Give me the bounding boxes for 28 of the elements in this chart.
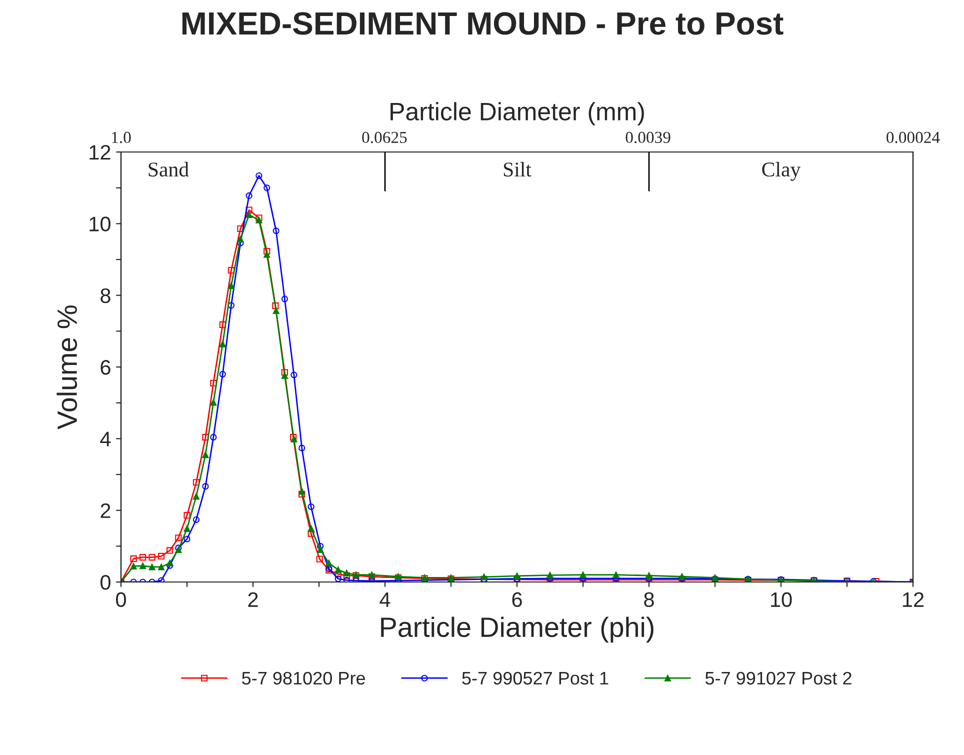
legend-label: 5-7 981020 Pre: [242, 672, 365, 685]
x-tick-label: 10: [771, 592, 792, 608]
x-tick-label: 12: [903, 592, 924, 607]
x2-tick-label: 1.0: [112, 132, 131, 144]
y-axis-title: Volume %: [56, 305, 78, 430]
x-axis-title: Particle Diameter (phi): [381, 616, 654, 643]
y-tick-label: 4: [100, 432, 111, 446]
x-tick-label: 0: [116, 592, 126, 608]
x-tick-label: 8: [644, 592, 654, 608]
legend-label: 5-7 990527 Post 1: [462, 672, 608, 685]
annotation: Sand: [148, 162, 189, 177]
x2-tick-label: 0.0625: [362, 132, 407, 144]
x2-tick-label: 0.00024: [886, 132, 940, 144]
chart-title: MIXED-SEDIMENT MOUND - Pre to Post: [182, 12, 784, 35]
x-tick-label: 4: [380, 592, 390, 607]
annotation: Silt: [504, 162, 532, 177]
x2-tick-label: 0.0039: [626, 132, 670, 144]
y-tick-label: 12: [90, 145, 110, 160]
x-tick-label: 6: [512, 592, 522, 608]
y-tick-label: 6: [100, 360, 110, 375]
y-tick-label: 8: [100, 288, 110, 304]
y-tick-label: 10: [90, 216, 110, 232]
x2-axis-title: Particle Diameter (mm): [390, 102, 644, 126]
y-tick-label: 2: [100, 503, 110, 518]
x-tick-label: 2: [248, 592, 258, 607]
y-tick-label: 0: [100, 575, 110, 590]
legend-label: 5-7 991027 Post 2: [705, 672, 852, 685]
annotation: Clay: [762, 162, 801, 181]
